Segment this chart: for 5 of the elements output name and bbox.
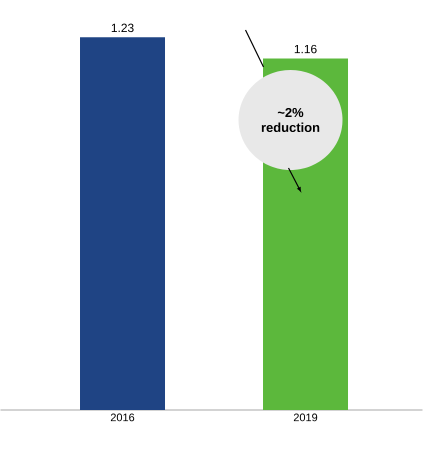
- data-label: 1.23: [112, 24, 134, 32]
- x-tick-label: 2019: [294, 414, 318, 422]
- annotation: ~2% reduction: [262, 108, 320, 132]
- data-label: 1.16: [294, 44, 317, 54]
- x-tick-label: 2016: [110, 414, 134, 422]
